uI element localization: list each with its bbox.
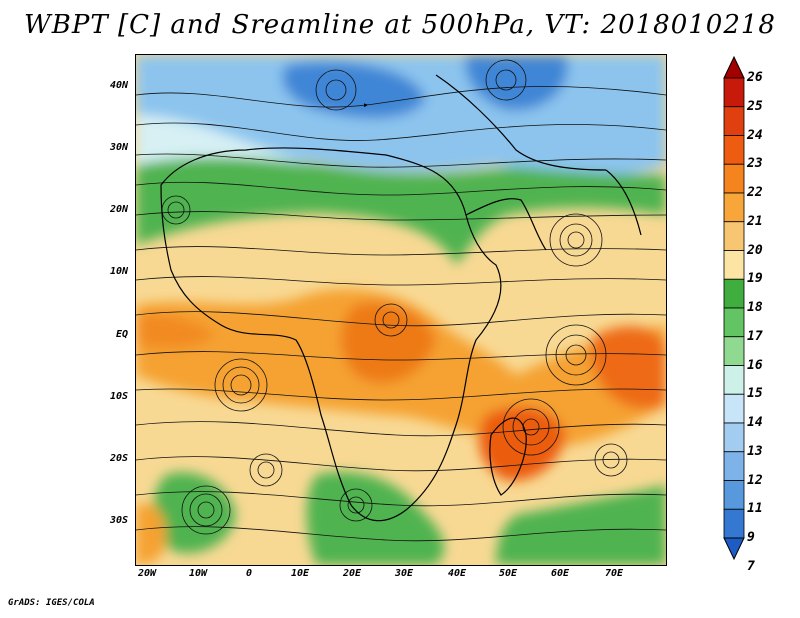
colorbar-label: 14 <box>747 415 763 430</box>
colorbar-swatch <box>723 278 745 309</box>
colorbar-label: 17 <box>747 328 763 344</box>
grads-credit: GrADS: IGES/COLA <box>8 598 95 608</box>
lat-label-10s: 10S <box>109 391 128 402</box>
colorbar-label: 19 <box>747 271 763 287</box>
lat-label-20s: 20S <box>109 453 128 464</box>
coastlines <box>160 74 642 522</box>
temperature-field <box>136 55 666 565</box>
lat-label-10n: 10N <box>109 266 128 277</box>
lon-label-50e: 50E <box>498 568 518 579</box>
colorbar-swatch <box>723 135 745 165</box>
colorbar-label: 15 <box>747 386 763 402</box>
colorbar-top-arrow <box>723 55 745 79</box>
colorbar-swatches <box>723 55 745 561</box>
colorbar-swatch <box>723 106 745 136</box>
colorbar-swatch <box>723 508 745 539</box>
cold-core-ne <box>465 55 568 111</box>
colorbar-label: 20 <box>747 242 763 258</box>
colorbar-swatch <box>723 480 745 510</box>
colorbar-label: 11 <box>747 501 763 517</box>
colorbar-label: 18 <box>747 300 763 315</box>
cold-core-deep-blue <box>282 61 426 119</box>
colorbar-label: 9 <box>747 530 755 545</box>
colorbar-label: 16 <box>747 357 763 373</box>
warm-sw-corner <box>136 503 166 565</box>
lon-label-20e: 20E <box>342 568 362 579</box>
lat-label-40n: 40N <box>109 80 128 91</box>
lat-label-20n: 20N <box>109 204 128 215</box>
colorbar-swatch <box>723 451 745 481</box>
lon-label-20w: 20W <box>137 568 157 579</box>
lon-label-0: 0 <box>245 568 253 579</box>
green-band-north <box>136 157 666 265</box>
colorbar-label: 22 <box>747 185 763 200</box>
green-blob-s <box>306 471 445 565</box>
colorbar-swatch <box>723 77 745 108</box>
colorbar-label: 13 <box>747 443 763 459</box>
warm-core-east <box>590 326 666 409</box>
colorbar-swatch <box>723 422 745 453</box>
lat-label-30s: 30S <box>109 515 128 526</box>
lon-label-10e: 10E <box>290 568 310 579</box>
green-band-se <box>496 485 666 565</box>
lon-label-60e: 60E <box>550 568 570 579</box>
lon-label-40e: 40E <box>447 568 467 579</box>
colorbar <box>723 55 745 564</box>
colorbar-label: 24 <box>747 127 763 143</box>
colorbar-swatch <box>723 307 745 338</box>
colorbar-swatch <box>723 336 745 366</box>
lon-label-30e: 30E <box>394 568 414 579</box>
colorbar-label: 23 <box>747 156 763 172</box>
colorbar-label: 21 <box>747 213 763 229</box>
colorbar-swatch <box>723 393 745 424</box>
lon-label-70e: 70E <box>604 568 624 579</box>
colorbar-swatch <box>723 365 745 395</box>
colorbar-label: 12 <box>747 472 763 488</box>
warm-core-madagascar <box>478 406 566 481</box>
colorbar-label: 7 <box>747 558 755 574</box>
map-plot-area <box>135 54 667 566</box>
lat-label-eq: EQ <box>115 329 128 340</box>
lat-label-30n: 30N <box>109 142 128 153</box>
map-title: WBPT [C] and Sreamline at 500hPa, VT: 20… <box>24 10 776 40</box>
colorbar-swatch <box>723 250 745 280</box>
colorbar-bottom-arrow <box>723 537 745 561</box>
colorbar-swatch <box>723 163 745 194</box>
warm-band-west <box>136 313 216 348</box>
colorbar-label: 25 <box>747 98 763 114</box>
lon-label-10w: 10W <box>188 568 208 579</box>
warm-core-central <box>341 301 436 383</box>
colorbar-swatch <box>723 192 745 223</box>
colorbar-label: 26 <box>747 70 763 85</box>
colorbar-swatch <box>723 221 745 251</box>
streamlines <box>136 59 666 542</box>
